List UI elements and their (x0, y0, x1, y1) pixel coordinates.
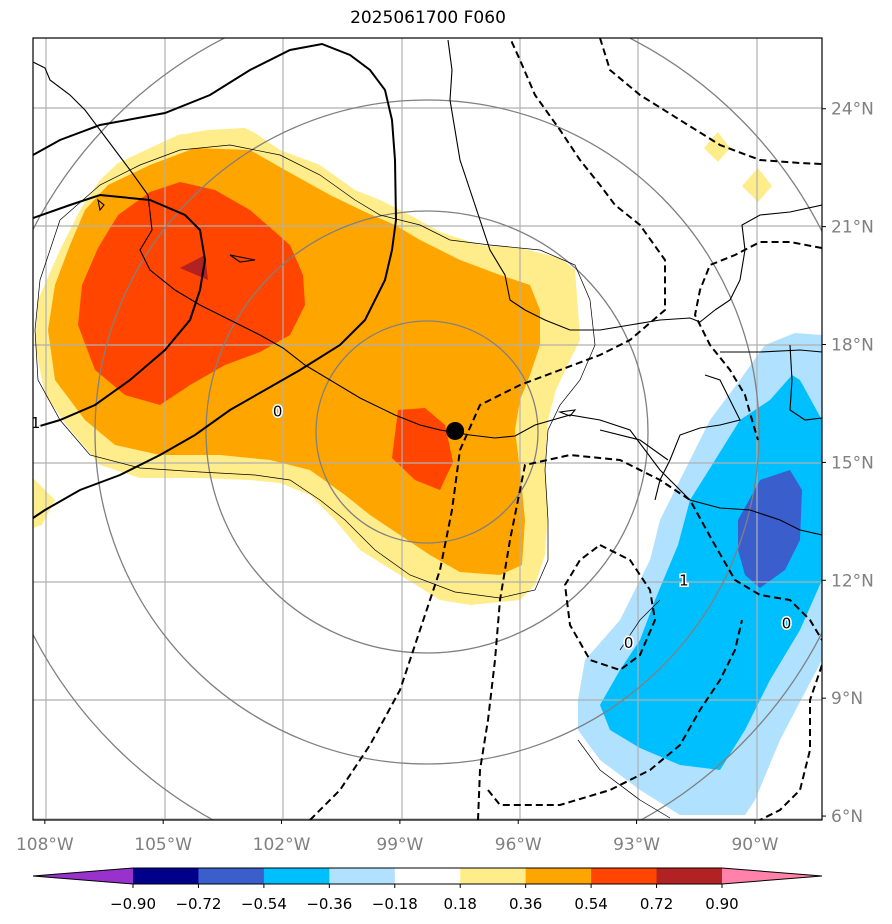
colorbar-tick-label: −0.72 (175, 895, 221, 913)
thin-outline-contour (34, 144, 671, 819)
lat-tick-label: 21°N (831, 218, 874, 238)
longitude-labels: 108°W 105°W 102°W 99°W 96°W 93°W 90°W (16, 820, 779, 855)
lat-tick-label: 6°N (831, 807, 863, 827)
colorbar-segment (394, 868, 461, 884)
plot-frame (32, 37, 823, 821)
colorbar-segment (198, 868, 265, 884)
lat-tick-label: 9°N (831, 689, 863, 709)
latitude-labels: 24°N 21°N 18°N 15°N 12°N 9°N 6°N (822, 100, 874, 827)
colorbar-segment (656, 868, 723, 884)
contour-labels: -1 0 0 1 0 (26, 401, 793, 654)
fill-neg-0.72-0.54 (738, 470, 802, 588)
colorbar-segment (460, 868, 527, 884)
colorbar-segment (525, 868, 592, 884)
lon-tick-label: 93°W (613, 835, 660, 855)
fill-0.54-0.72 (78, 182, 305, 405)
contour-label: 1 (679, 571, 689, 589)
map-title: 2025061700 F060 (350, 8, 506, 28)
colorbar-tick-label: −0.90 (110, 895, 156, 913)
contour-label: 0 (782, 615, 792, 633)
colorbar-tick-label: −0.54 (241, 895, 287, 913)
storm-center-marker (446, 421, 465, 440)
colorbar-extend-high (722, 868, 822, 884)
contour-label: 0 (273, 402, 283, 420)
lat-tick-label: 18°N (831, 336, 874, 356)
contour-label: -1 (26, 414, 41, 432)
colorbar-segment (591, 868, 658, 884)
fill-0.54-0.72-core (392, 408, 453, 490)
coastlines (33, 39, 822, 536)
colorbar-tick-label: −0.18 (372, 895, 418, 913)
colorbar-segment (329, 868, 396, 884)
fill-neg-0.54-0.36 (600, 375, 822, 770)
colorbar-tick-label: 0.90 (705, 895, 738, 913)
colorbar-tick-label: 0.72 (640, 895, 673, 913)
lon-tick-label: 99°W (376, 835, 423, 855)
colorbar-segment (133, 868, 199, 884)
colorbar-extend-low (33, 868, 133, 884)
lon-tick-label: 108°W (16, 835, 74, 855)
fill-0.18-0.36-small-b (704, 132, 730, 162)
negative-anomaly-fill (578, 333, 822, 815)
lat-tick-label: 15°N (831, 453, 874, 473)
lon-tick-label: 90°W (731, 835, 778, 855)
colorbar-tick-label: 0.36 (509, 895, 542, 913)
lon-tick-label: 105°W (134, 835, 192, 855)
fill-0.18-0.36-small-a (33, 478, 55, 528)
lat-tick-label: 24°N (831, 100, 874, 120)
range-rings (33, 38, 822, 820)
fill-0.72-0.90 (180, 255, 208, 280)
colorbar-tick-label: 0.54 (574, 895, 607, 913)
lat-tick-label: 12°N (831, 571, 874, 591)
lat-lon-grid (33, 38, 822, 820)
lon-tick-label: 96°W (495, 835, 542, 855)
solid-contours (33, 42, 398, 519)
colorbar: −0.90 −0.72 −0.54 −0.36 −0.18 0.18 0.36 0.54 0.7… (32, 867, 823, 913)
dashed-contours (309, 38, 822, 820)
lon-tick-label: 102°W (253, 835, 311, 855)
colorbar-tick-label: 0.18 (444, 895, 477, 913)
contour-label: 0 (624, 634, 634, 652)
colorbar-tick-label: −0.36 (306, 895, 352, 913)
colorbar-segment (263, 868, 330, 884)
